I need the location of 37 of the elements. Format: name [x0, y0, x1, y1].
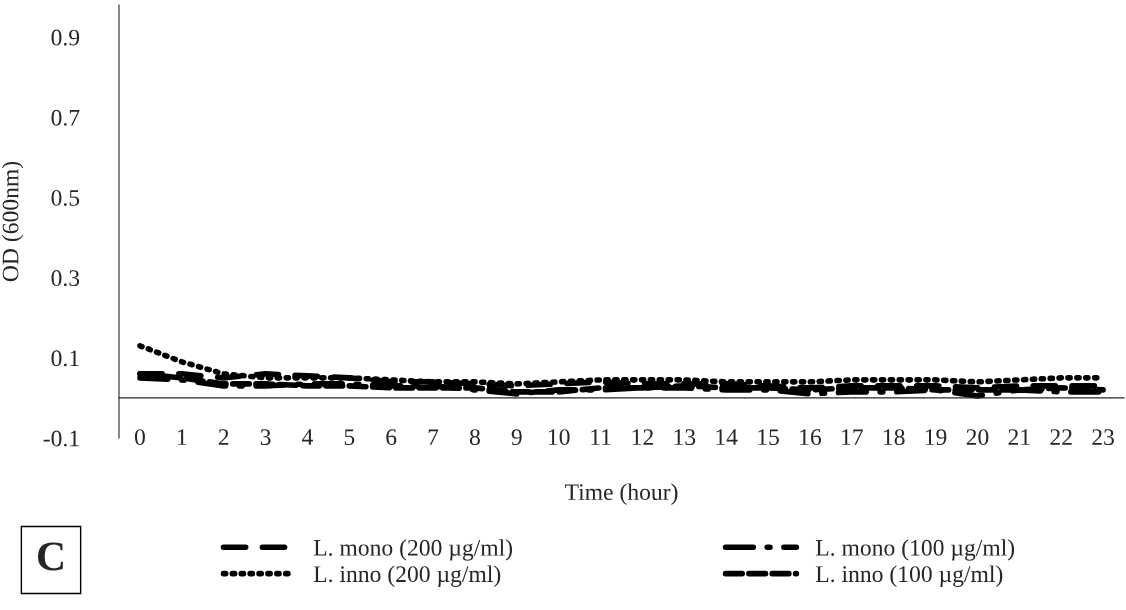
- x-tick-label: 4: [302, 429, 313, 445]
- text: C: [37, 542, 63, 571]
- x-tick-label: 21: [1008, 429, 1030, 445]
- x-tick-label: 23: [1092, 429, 1114, 446]
- legend-label: L. mono (200 µg/ml): [313, 539, 513, 561]
- x-tick-label: 10: [548, 429, 570, 446]
- x-tick-label: 9: [511, 429, 522, 446]
- y-tick-label: 0.5: [51, 189, 80, 206]
- x-tick-label: 1: [177, 429, 187, 445]
- x-tick-label: 14: [716, 429, 738, 445]
- x-tick-label: 0: [134, 429, 145, 446]
- x-tick-label: 17: [842, 429, 863, 445]
- x-tick-label: 20: [966, 429, 989, 446]
- x-tick-label: 12: [632, 429, 653, 445]
- legend-label: L. inno (200 µg/ml): [313, 565, 501, 587]
- y-tick-label: -0.1: [43, 430, 79, 447]
- x-tick-label: 7: [428, 429, 439, 445]
- x-tick-label: 19: [925, 429, 947, 446]
- legend-label: L. mono (100 µg/ml): [815, 539, 1015, 561]
- x-tick-label: 22: [1050, 429, 1072, 445]
- x-tick-label: 5: [344, 429, 355, 446]
- y-axis-title: OD (600nm): [1, 161, 24, 282]
- x-tick-label: 13: [674, 429, 696, 446]
- y-tick-label: 0.1: [51, 350, 79, 367]
- x-axis-title: Time (hour): [564, 483, 678, 505]
- y-tick-label: 0.9: [51, 29, 80, 46]
- x-tick-label: 3: [260, 429, 271, 446]
- x-tick-label: 15: [758, 429, 779, 446]
- x-tick-label: 2: [218, 429, 229, 445]
- x-tick-label: 18: [883, 429, 905, 446]
- x-tick-label: 16: [800, 429, 822, 446]
- x-tick-label: 8: [469, 429, 480, 446]
- x-tick-label: 11: [591, 429, 611, 445]
- legend-label: L. inno (100 µg/ml): [815, 565, 1003, 587]
- y-tick-label: 0.3: [51, 270, 80, 287]
- x-tick-label: 6: [386, 429, 397, 446]
- y-tick-label: 0.7: [51, 109, 80, 126]
